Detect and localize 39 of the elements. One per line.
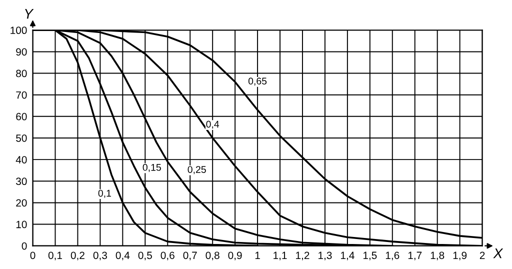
- x-tick-label: 0,9: [228, 252, 242, 260]
- x-tick-label: 0,5: [138, 252, 152, 260]
- x-tick-label: 2: [480, 252, 485, 259]
- y-tick-label: 40: [16, 156, 27, 164]
- x-tick-label: 1,1: [274, 252, 287, 260]
- x-tick-label: 1,9: [453, 252, 467, 260]
- x-tick-label: 0,6: [160, 252, 174, 260]
- x-tick-label: 1,5: [363, 252, 377, 260]
- x-tick-label: 1,3: [318, 252, 332, 260]
- annotation: 0,65: [248, 78, 267, 86]
- annotation: 0,4: [206, 120, 220, 129]
- x-tick-label: 0,1: [48, 252, 62, 260]
- y-tick-label: 90: [16, 48, 27, 56]
- x-tick-label: 1,7: [408, 252, 422, 260]
- y-tick-label: 0: [22, 242, 27, 250]
- y-tick-label: 30: [16, 178, 27, 186]
- annotation: 0,15: [142, 164, 161, 172]
- y-tick-label: 50: [16, 134, 27, 142]
- x-tick-label: 0,8: [206, 252, 220, 260]
- x-tick-label: 1,6: [386, 252, 400, 260]
- x-tick-label: 0: [30, 252, 36, 260]
- x-tick-label: 0,2: [70, 252, 84, 260]
- annotation: 0,25: [188, 166, 206, 174]
- x-tick-label: 1,8: [430, 252, 444, 260]
- y-axis-title: Y: [25, 9, 34, 19]
- x-tick-label: 1,4: [341, 252, 354, 260]
- y-tick-label: 60: [16, 112, 27, 120]
- x-tick-label: 0,7: [183, 252, 197, 260]
- y-tick-label: 100: [10, 26, 27, 34]
- x-tick-label: 0,4: [116, 252, 130, 260]
- x-tick-label: 0,3: [93, 252, 107, 260]
- x-tick-label: 1: [255, 252, 260, 259]
- y-tick-label: 70: [16, 91, 27, 99]
- y-tick-label: 80: [16, 70, 27, 78]
- x-axis-title: X: [493, 248, 504, 258]
- annotation: 0,1: [98, 190, 111, 198]
- x-tick-label: 1,2: [296, 252, 310, 260]
- y-tick-label: 10: [16, 220, 27, 228]
- y-tick-label: 20: [16, 199, 27, 207]
